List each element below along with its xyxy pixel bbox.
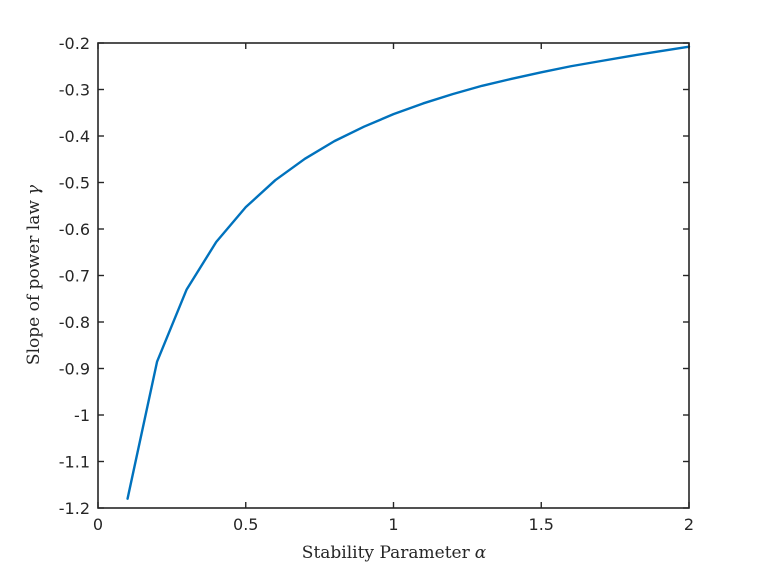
y-tick-label: -0.8 — [59, 313, 90, 332]
plot-area: 0 0.5 1 1.5 2 -1.2 -1.1 -1 -0.9 -0.8 -0.7 -0.6 -0.5 -… — [59, 34, 694, 534]
x-tick-label: 1.5 — [529, 515, 554, 534]
x-tick-label: 0.5 — [233, 515, 258, 534]
y-axis-label-text: Slope of power law — [24, 200, 44, 365]
y-tick-label: -0.2 — [59, 34, 90, 53]
x-tick-label: 0 — [93, 515, 103, 534]
x-tick-label: 2 — [684, 515, 694, 534]
series-line-0 — [126, 45, 691, 500]
x-axis-label: Stability Parameter α — [302, 543, 487, 563]
y-tick-label: -1 — [74, 406, 90, 425]
y-tick-label: -0.6 — [59, 220, 90, 239]
x-tick-label: 1 — [388, 515, 398, 534]
y-tick-label: -1.2 — [59, 499, 90, 518]
y-axis-label-symbol: γ — [24, 184, 44, 195]
x-axis-label-text: Stability Parameter — [302, 543, 471, 563]
y-tick-label: -0.9 — [59, 360, 90, 379]
y-tick-label: -1.1 — [59, 453, 90, 472]
y-tick-label: -0.4 — [59, 127, 90, 146]
y-axis-label: Slope of power law γ — [24, 184, 44, 365]
y-tick-label: -0.3 — [59, 81, 90, 100]
x-axis-label-symbol: α — [475, 543, 487, 563]
y-tick-label: -0.7 — [59, 267, 90, 286]
y-tick-label: -0.5 — [59, 174, 90, 193]
